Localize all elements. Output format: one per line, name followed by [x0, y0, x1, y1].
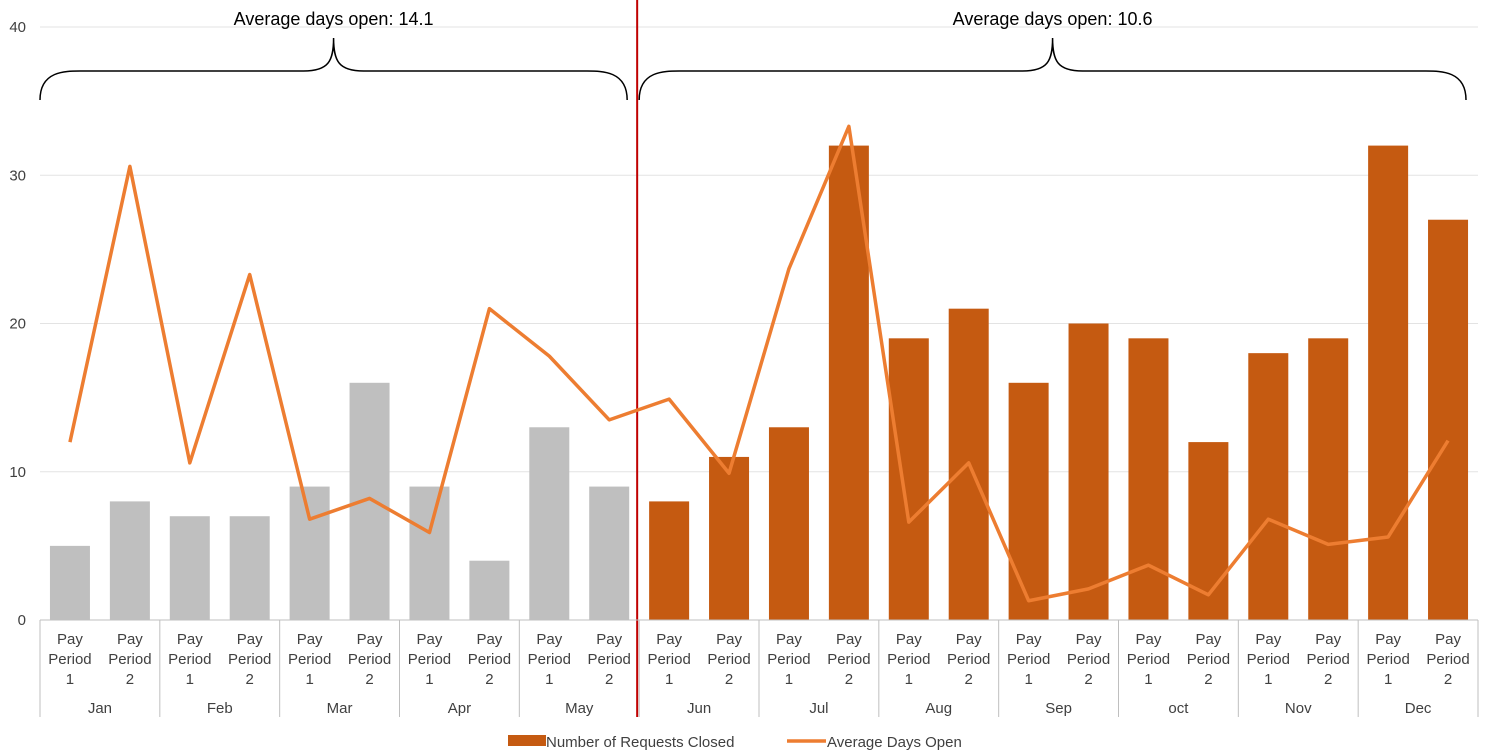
category-label: Pay Period 2	[1067, 631, 1110, 688]
bar	[649, 501, 690, 620]
bar	[1308, 338, 1349, 620]
bar	[1368, 145, 1409, 620]
month-label: Sep	[1045, 700, 1072, 717]
category-label: Pay Period 1	[647, 631, 690, 688]
category-label: Pay Period 1	[408, 631, 451, 688]
annotation-label: Average days open: 14.1	[234, 9, 434, 29]
y-axis-ticks: 0 10 20 30 40	[9, 19, 26, 629]
month-label: oct	[1168, 700, 1189, 717]
month-label: May	[565, 700, 594, 717]
category-label: Pay Period 2	[468, 631, 511, 688]
legend-label-bar: Number of Requests Closed	[546, 734, 734, 750]
category-label: Pay Period 2	[588, 631, 631, 688]
y-tick-label: 10	[9, 464, 26, 481]
y-tick-label: 20	[9, 316, 26, 333]
line-path	[68, 124, 1450, 603]
category-label: Pay Period 1	[48, 631, 91, 688]
curly-brace	[638, 37, 1467, 101]
bar	[469, 560, 510, 620]
category-label: Pay Period 2	[228, 631, 271, 688]
month-label: Jun	[687, 700, 711, 717]
month-label: Nov	[1285, 700, 1312, 717]
annotation-label: Average days open: 10.6	[953, 9, 1153, 29]
category-label: Pay Period 1	[1007, 631, 1050, 688]
bar	[49, 545, 90, 620]
month-label: Mar	[327, 700, 353, 717]
legend: Number of Requests Closed Average Days Op…	[508, 734, 962, 750]
y-tick-label: 30	[9, 167, 26, 184]
bar	[1068, 323, 1109, 620]
category-label: Pay Period 1	[767, 631, 810, 688]
category-label: Pay Period 2	[827, 631, 870, 688]
bar	[229, 516, 270, 620]
x-axis: Pay Period 1 Pay Period 2 Pay Period 1 Pay Period 2…	[39, 619, 1479, 717]
category-label: Pay Period 2	[1426, 631, 1469, 688]
category-label: Pay Period 2	[947, 631, 990, 688]
annotations: Average days open: 14.1 Average days open…	[39, 9, 1467, 101]
bar	[1188, 442, 1229, 620]
bar	[409, 486, 450, 620]
category-label: Pay Period 1	[288, 631, 331, 688]
bar	[529, 427, 570, 620]
bar	[1248, 353, 1289, 620]
month-label: Dec	[1405, 700, 1432, 717]
category-label: Pay Period 1	[1127, 631, 1170, 688]
month-label: Jul	[809, 700, 828, 717]
month-label: Jan	[88, 700, 112, 717]
category-label: Pay Period 1	[887, 631, 930, 688]
month-label: Aug	[925, 700, 952, 717]
bar	[109, 501, 150, 620]
line-series	[68, 124, 1450, 603]
y-tick-label: 0	[18, 612, 26, 629]
legend-label-line: Average Days Open	[827, 734, 962, 750]
category-label: Pay Period 1	[1247, 631, 1290, 688]
category-label: Pay Period 2	[707, 631, 750, 688]
curly-brace	[39, 37, 628, 101]
month-label: Apr	[448, 700, 471, 717]
bar	[768, 427, 809, 620]
category-label: Pay Period 2	[1187, 631, 1230, 688]
bar	[289, 486, 330, 620]
category-label: Pay Period 1	[1366, 631, 1409, 688]
category-label: Pay Period 2	[348, 631, 391, 688]
bar	[1428, 219, 1469, 620]
bar	[888, 338, 929, 620]
bar	[1128, 338, 1169, 620]
bar	[709, 456, 750, 620]
category-label: Pay Period 1	[168, 631, 211, 688]
category-label: Pay Period 1	[528, 631, 571, 688]
y-tick-label: 40	[9, 19, 26, 36]
category-label: Pay Period 2	[1307, 631, 1350, 688]
category-label: Pay Period 2	[108, 631, 151, 688]
bar	[169, 516, 210, 620]
bar	[349, 382, 390, 620]
legend-swatch-bar	[508, 735, 546, 746]
gridlines	[40, 26, 1478, 473]
bar	[1008, 382, 1049, 620]
bar-series	[49, 0, 1469, 717]
month-label: Feb	[207, 700, 233, 717]
bar	[589, 486, 630, 620]
